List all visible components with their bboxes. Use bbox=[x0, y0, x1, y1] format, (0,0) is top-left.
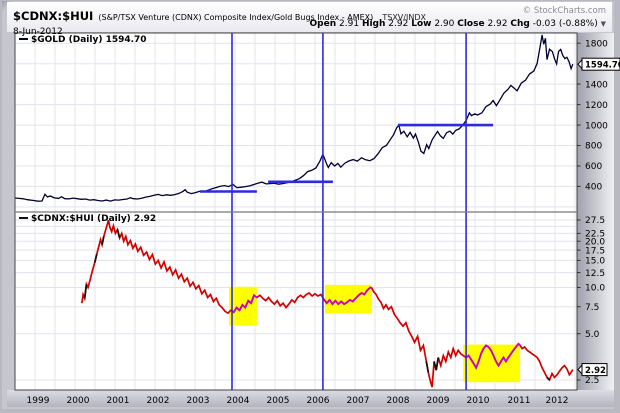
gold-price-tag-text: 1594.70 bbox=[585, 61, 620, 71]
gold-series-line bbox=[15, 34, 574, 202]
highlight-box bbox=[325, 284, 372, 314]
header-row-title: $CDNX:$HUI (S&P/TSX Venture (CDNX) Compo… bbox=[13, 5, 606, 24]
ratio-series-black-segment bbox=[116, 229, 121, 239]
ratio-ytick-label: 20.0 bbox=[585, 237, 605, 247]
ticker-symbol: $CDNX:$HUI bbox=[13, 9, 94, 23]
gold-ytick-label: 1000 bbox=[585, 121, 608, 131]
ratio-series-black-segment bbox=[425, 361, 430, 373]
bottom-axis-strip bbox=[7, 390, 614, 407]
gold-series-group bbox=[15, 34, 574, 202]
ratio-ytick-label: 15.0 bbox=[585, 257, 605, 267]
chart-header: $CDNX:$HUI (S&P/TSX Venture (CDNX) Compo… bbox=[7, 2, 612, 37]
gold-price-tag-box bbox=[581, 57, 620, 71]
ratio-series-black-segment bbox=[546, 376, 551, 381]
ratio-series-black-segment bbox=[101, 236, 105, 245]
ratio-ytick-label: 10.0 bbox=[585, 284, 605, 294]
ratio-ytick-label: 12.5 bbox=[585, 269, 605, 279]
high-value: 2.92 bbox=[388, 19, 409, 29]
x-year-label: 2004 bbox=[227, 396, 250, 406]
ratio-price-tag-box bbox=[581, 363, 608, 377]
x-year-label: 2008 bbox=[387, 396, 410, 406]
x-year-label: 2011 bbox=[508, 396, 531, 406]
gold-price-tag: 1594.70 bbox=[577, 57, 620, 71]
ratio-series-magenta-segment bbox=[230, 293, 258, 314]
x-year-label: 2002 bbox=[147, 396, 170, 406]
x-year-label: 2009 bbox=[427, 396, 450, 406]
stockcharts-copyright: © StockCharts.com bbox=[522, 6, 606, 16]
gold-legend: $GOLD (Daily) 1594.70 bbox=[19, 35, 147, 45]
x-year-label: 2012 bbox=[546, 396, 569, 406]
ratio-ytick-label: 22.5 bbox=[585, 230, 605, 240]
low-label: Low bbox=[411, 19, 432, 29]
x-year-label: 2007 bbox=[347, 396, 370, 406]
ticker-description: (S&P/TSX Venture (CDNX) Composite Index/… bbox=[98, 13, 374, 22]
ratio-ytick-label: 7.5 bbox=[585, 303, 599, 313]
chg-label: Chg bbox=[510, 19, 530, 29]
right-axis-strip bbox=[577, 33, 614, 390]
ratio-series-magenta-segment bbox=[462, 342, 521, 370]
x-year-label: 2006 bbox=[307, 396, 330, 406]
ratio-series-black-segment bbox=[93, 253, 98, 263]
ratio-series-black-segment bbox=[433, 357, 440, 371]
ratio-series-black-segment bbox=[83, 284, 88, 299]
ratio-ytick-label: 5.0 bbox=[585, 330, 600, 340]
x-year-label: 2001 bbox=[107, 396, 130, 406]
x-year-label: 1999 bbox=[27, 396, 50, 406]
ratio-legend-text: $CDNX:$HUI (Daily) 2.92 bbox=[31, 214, 157, 224]
x-year-label: 2003 bbox=[187, 396, 210, 406]
close-label: Close bbox=[457, 19, 485, 29]
header-row-quote: 8-Jun-2012 Open 2.91 High 2.92 Low 2.90 … bbox=[13, 19, 606, 38]
gold-ytick-label: 600 bbox=[585, 162, 602, 172]
ratio-price-tag: 2.92 bbox=[577, 362, 608, 377]
ratio-legend: $CDNX:$HUI (Daily) 2.92 bbox=[19, 214, 156, 224]
ratio-series-group bbox=[80, 219, 574, 388]
x-year-label: 2005 bbox=[267, 396, 290, 406]
chg-down-arrow-icon: ▼ bbox=[600, 20, 606, 28]
gold-ytick-label: 800 bbox=[585, 142, 602, 152]
open-value: 2.91 bbox=[339, 19, 360, 29]
ratio-ytick-label: 2.5 bbox=[585, 376, 599, 386]
chart-date: 8-Jun-2012 bbox=[13, 27, 63, 37]
high-label: High bbox=[361, 19, 386, 29]
open-label: Open bbox=[309, 19, 337, 29]
low-value: 2.90 bbox=[434, 19, 455, 29]
chg-value: -0.03 (-0.88%) bbox=[532, 19, 598, 29]
gold-ytick-label: 400 bbox=[585, 183, 602, 193]
x-year-label: 2000 bbox=[67, 396, 90, 406]
gold-legend-dash-icon bbox=[19, 37, 28, 40]
ratio-ytick-label: 17.5 bbox=[585, 246, 605, 256]
ratio-legend-dash-icon bbox=[19, 216, 28, 219]
ticker-exchange: TSXV/INDX bbox=[382, 13, 426, 22]
ratio-series-magenta-segment bbox=[326, 286, 373, 306]
gold-ytick-label: 1800 bbox=[585, 39, 608, 49]
x-year-label: 2010 bbox=[467, 396, 490, 406]
ohlc-quote: Open 2.91 High 2.92 Low 2.90 Close 2.92 … bbox=[310, 19, 606, 29]
gold-ytick-label: 1200 bbox=[585, 101, 608, 111]
gold-legend-text: $GOLD (Daily) 1594.70 bbox=[31, 35, 147, 45]
close-value: 2.92 bbox=[487, 19, 508, 29]
ratio-ytick-label: 27.5 bbox=[585, 216, 605, 226]
ratio-price-tag-text: 2.92 bbox=[585, 366, 606, 376]
gold-ytick-label: 1400 bbox=[585, 80, 608, 90]
